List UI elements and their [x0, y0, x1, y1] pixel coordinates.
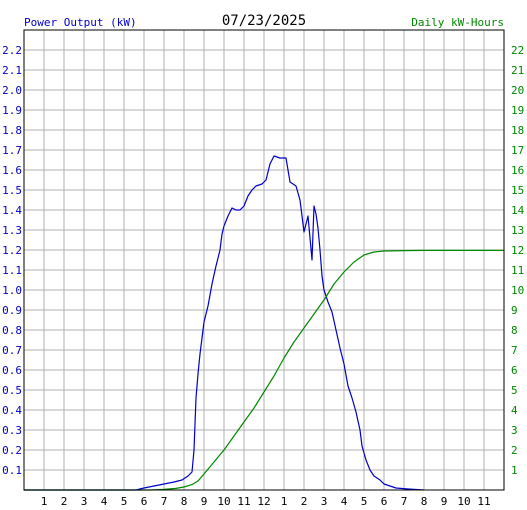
right-tick-label: 7 [511, 344, 518, 357]
right-tick-label: 8 [511, 324, 518, 337]
left-tick-label: 0.6 [2, 364, 22, 377]
x-tick-label: 7 [401, 495, 408, 508]
right-tick-label: 1 [511, 464, 518, 477]
left-tick-label: 1.5 [2, 184, 22, 197]
left-tick-label: 0.3 [2, 424, 22, 437]
right-tick-label: 18 [511, 124, 524, 137]
right-axis-label: Daily kW-Hours [411, 16, 504, 29]
left-axis-label: Power Output (kW) [24, 16, 137, 29]
left-tick-label: 0.4 [2, 404, 22, 417]
left-tick-label: 1.6 [2, 164, 22, 177]
x-tick-label: 10 [217, 495, 230, 508]
x-tick-label: 6 [381, 495, 388, 508]
plot-frame [23, 29, 505, 491]
left-tick-label: 0.8 [2, 324, 22, 337]
right-tick-label: 11 [511, 264, 524, 277]
x-tick-label: 1 [41, 495, 48, 508]
left-tick-label: 1.4 [2, 204, 22, 217]
right-tick-label: 9 [511, 304, 518, 317]
x-tick-label: 5 [361, 495, 368, 508]
x-axis-ticks: 1 2 3 4 5 6 7 8 9 10 11 12 1 2 3 4 5 6 7 8 9 10 11 [41, 495, 491, 508]
left-tick-label: 1.2 [2, 244, 22, 257]
x-tick-label: 8 [181, 495, 188, 508]
right-tick-label: 14 [511, 204, 525, 217]
x-tick-label: 12 [257, 495, 270, 508]
right-tick-label: 16 [511, 164, 524, 177]
left-tick-label: 2.2 [2, 44, 22, 57]
left-tick-label: 1.1 [2, 264, 22, 277]
left-tick-label: 1.3 [2, 224, 22, 237]
right-tick-label: 22 [511, 44, 524, 57]
right-tick-label: 15 [511, 184, 524, 197]
x-tick-label: 11 [477, 495, 490, 508]
right-tick-label: 4 [511, 404, 518, 417]
x-tick-label: 10 [457, 495, 470, 508]
x-tick-label: 5 [121, 495, 128, 508]
x-tick-label: 1 [281, 495, 288, 508]
left-tick-label: 0.1 [2, 464, 22, 477]
right-tick-label: 13 [511, 224, 524, 237]
x-tick-label: 4 [101, 495, 108, 508]
left-tick-label: 0.2 [2, 444, 22, 457]
right-tick-label: 5 [511, 384, 518, 397]
x-tick-label: 2 [301, 495, 308, 508]
x-tick-label: 3 [321, 495, 328, 508]
series-lines [24, 155, 504, 491]
daily-kwh-line [24, 249, 504, 491]
x-tick-label: 7 [161, 495, 168, 508]
chart-title: 07/23/2025 [222, 13, 306, 29]
right-tick-label: 21 [511, 64, 524, 77]
left-tick-label: 1.7 [2, 144, 22, 157]
right-tick-label: 19 [511, 104, 524, 117]
left-axis-ticks: 0.1 0.2 0.3 0.4 0.5 0.6 0.7 0.8 0.9 1.0 1.1 1.2 1.3 1… [2, 44, 22, 477]
left-tick-label: 2.1 [2, 64, 22, 77]
right-tick-label: 10 [511, 284, 524, 297]
x-tick-label: 6 [141, 495, 148, 508]
x-tick-label: 2 [61, 495, 68, 508]
left-tick-label: 2.0 [2, 84, 22, 97]
right-tick-label: 6 [511, 364, 518, 377]
left-tick-label: 1.8 [2, 124, 22, 137]
x-tick-label: 3 [81, 495, 88, 508]
right-tick-label: 3 [511, 424, 518, 437]
right-tick-label: 2 [511, 444, 518, 457]
x-tick-label: 11 [237, 495, 250, 508]
left-tick-label: 1.0 [2, 284, 22, 297]
left-tick-label: 1.9 [2, 104, 22, 117]
x-tick-label: 8 [421, 495, 428, 508]
right-tick-label: 12 [511, 244, 524, 257]
x-tick-label: 9 [201, 495, 208, 508]
left-tick-label: 0.5 [2, 384, 22, 397]
left-tick-label: 0.9 [2, 304, 22, 317]
x-tick-label: 9 [441, 495, 448, 508]
x-tick-label: 4 [341, 495, 348, 508]
right-tick-label: 20 [511, 84, 524, 97]
right-tick-label: 17 [511, 144, 524, 157]
power-output-line [24, 155, 425, 491]
left-tick-label: 0.7 [2, 344, 22, 357]
